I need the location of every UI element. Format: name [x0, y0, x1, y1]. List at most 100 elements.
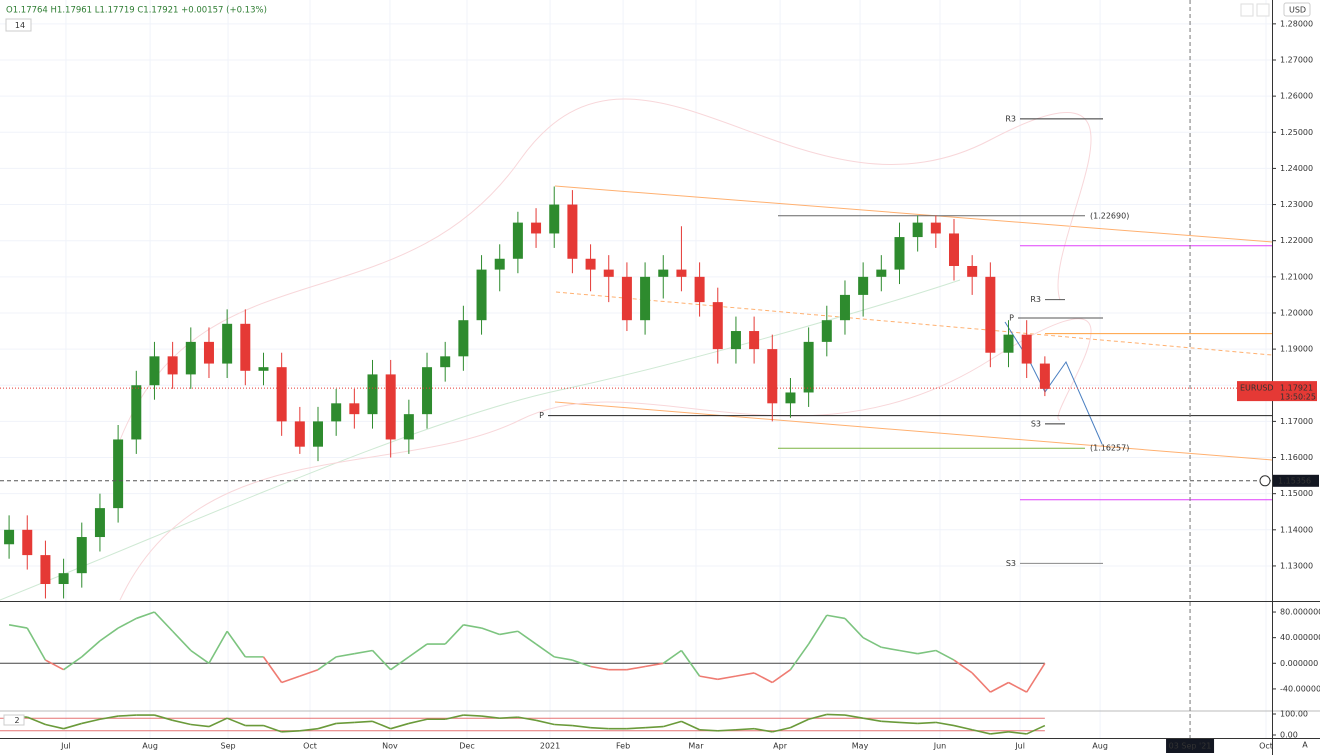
indicator-segment [63, 656, 83, 671]
indicator-segment [445, 714, 464, 721]
indicator-segment [481, 627, 500, 636]
candle-body [712, 302, 723, 350]
x-tick-label: Aug [1092, 742, 1108, 751]
countdown: 13:50:25 [1280, 393, 1316, 402]
indicator-segment [881, 646, 900, 652]
indicator-segment [554, 656, 573, 661]
indicator-segment [517, 716, 537, 722]
candle-body [22, 529, 33, 556]
indicator-segment [99, 627, 119, 642]
indicator-segment [336, 721, 355, 725]
indicator-segment [826, 614, 846, 620]
indicator-segment [299, 727, 319, 732]
indicator-segment [136, 611, 155, 620]
x-tick-label: Apr [773, 742, 788, 751]
y-tick-label: 1.25000 [1280, 128, 1313, 137]
indicator-segment [971, 672, 991, 693]
indicator-segment [808, 713, 828, 721]
candle-body [185, 341, 196, 375]
candle-body [658, 269, 669, 277]
indicator-segment [463, 624, 482, 629]
sub-badge[interactable]: 2 [14, 716, 19, 725]
indicator-segment [517, 630, 537, 645]
indicator-segment [317, 656, 337, 671]
indicator-segment [844, 714, 864, 719]
x-tick-label: Sep [221, 742, 236, 751]
indicator-segment [226, 630, 246, 658]
indicator-segment [917, 649, 936, 655]
candle-body [640, 276, 651, 321]
indicator-segment [971, 728, 991, 735]
level-label: (1.22690) [1090, 211, 1129, 220]
candle-body [422, 367, 433, 415]
sub-badge-box[interactable] [3, 714, 25, 726]
indicator-segment [644, 662, 664, 668]
y-tick-label: 1.22000 [1280, 236, 1313, 245]
indicator-badge-box[interactable] [5, 18, 32, 32]
candle-body [621, 276, 632, 321]
y-tick-label: 1.19000 [1280, 345, 1313, 354]
indicator-segment [862, 636, 882, 648]
candle-body [930, 222, 941, 234]
indicator-segment [26, 716, 46, 726]
candle-body [149, 356, 160, 386]
currency[interactable]: USD [1289, 6, 1306, 15]
indicator-segment [499, 716, 518, 719]
indicator-segment [390, 656, 410, 671]
candle-body [967, 265, 978, 277]
indicator-segment [753, 672, 773, 684]
indicator-segment [554, 723, 573, 727]
indicator-segment [463, 714, 482, 717]
level-label: P [539, 411, 544, 420]
indicator-segment [444, 624, 464, 645]
indicator-segment [953, 724, 973, 731]
indicator-segment [807, 614, 828, 645]
indicator-segment [354, 649, 373, 655]
indicator-segment [281, 729, 300, 733]
last-price-label: 1.17921 [1280, 384, 1313, 393]
candle-body [203, 341, 214, 364]
indicator-segment [663, 720, 682, 728]
candle-body [385, 374, 396, 440]
candle-body [567, 204, 578, 259]
indicator-segment [408, 643, 428, 658]
candle-body [440, 356, 451, 368]
indicator-segment [772, 726, 791, 733]
indicator-segment [45, 659, 64, 671]
drawings [0, 98, 1273, 601]
candle-body [803, 341, 814, 393]
indicator-segment [262, 656, 283, 683]
icon-button[interactable] [1256, 3, 1270, 17]
x-tick-label: May [852, 742, 869, 751]
indicator-segment [1026, 724, 1046, 735]
y-tick-label: 40.000000 [1280, 633, 1320, 642]
indicator-segment [190, 723, 210, 728]
icon-button[interactable] [1240, 3, 1254, 17]
y-tick-label: 0.000000 [1280, 659, 1318, 668]
indicator-segment [735, 672, 755, 677]
level-label: S3 [1031, 419, 1041, 428]
candle-body [294, 421, 305, 447]
indicator-segment [118, 714, 137, 717]
y-tick-label: 1.21000 [1280, 272, 1313, 281]
candle-body [730, 331, 741, 350]
auto-scale[interactable]: A [1302, 741, 1308, 750]
x-tick-label: Jul [1014, 742, 1025, 751]
candle-body [894, 237, 905, 270]
grid-layer [0, 0, 1272, 738]
crosshair-label: 1.15356 [1278, 476, 1311, 485]
indicator-segment [844, 617, 864, 639]
indicator-segment [717, 675, 737, 681]
y-tick-label: 1.28000 [1280, 19, 1313, 28]
indicator-segment [662, 649, 682, 664]
indicator-segment [935, 721, 955, 727]
y-tick-label: 100.00 [1280, 709, 1308, 718]
indicator-badge[interactable]: 14 [15, 21, 25, 30]
indicator-segment [408, 718, 428, 725]
indicator-segment [863, 717, 882, 723]
currency-button[interactable] [1283, 2, 1311, 17]
indicator-segment [154, 714, 173, 722]
y-tick-label: 1.16000 [1280, 453, 1313, 462]
